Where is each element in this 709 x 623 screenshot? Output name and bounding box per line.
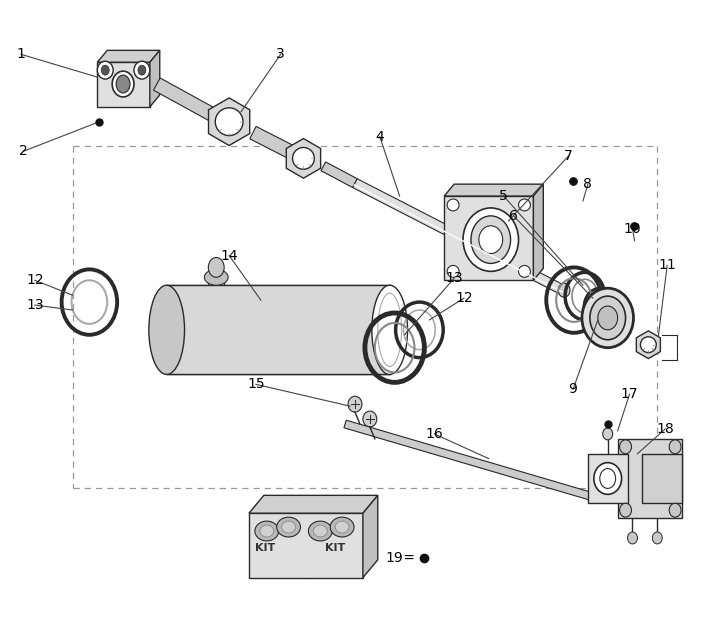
- Text: 10: 10: [624, 222, 642, 235]
- Polygon shape: [344, 420, 599, 502]
- Ellipse shape: [603, 428, 613, 440]
- Text: =: =: [399, 551, 420, 565]
- Ellipse shape: [149, 285, 184, 374]
- Ellipse shape: [216, 108, 243, 136]
- Ellipse shape: [669, 503, 681, 517]
- Ellipse shape: [204, 269, 228, 285]
- Ellipse shape: [518, 265, 530, 277]
- Ellipse shape: [598, 306, 618, 330]
- Text: 9: 9: [569, 383, 577, 396]
- Ellipse shape: [308, 521, 333, 541]
- Ellipse shape: [594, 463, 622, 495]
- Polygon shape: [321, 162, 357, 188]
- Text: 5: 5: [499, 189, 508, 203]
- Polygon shape: [97, 50, 160, 62]
- Ellipse shape: [335, 521, 349, 533]
- Text: 7: 7: [564, 150, 572, 163]
- Ellipse shape: [479, 226, 503, 254]
- Text: 4: 4: [375, 130, 384, 143]
- Ellipse shape: [134, 61, 150, 79]
- Polygon shape: [97, 62, 150, 107]
- Polygon shape: [150, 50, 160, 107]
- Polygon shape: [208, 98, 250, 146]
- Text: 13: 13: [26, 298, 44, 312]
- Ellipse shape: [463, 208, 518, 272]
- Text: 15: 15: [247, 378, 264, 391]
- Text: 3: 3: [277, 47, 285, 61]
- Ellipse shape: [112, 71, 134, 97]
- Polygon shape: [286, 138, 320, 178]
- Ellipse shape: [620, 503, 632, 517]
- Text: 6: 6: [509, 209, 518, 223]
- Text: 14: 14: [220, 249, 238, 262]
- Polygon shape: [642, 454, 682, 503]
- Ellipse shape: [558, 283, 570, 297]
- Text: 18: 18: [657, 422, 674, 436]
- Ellipse shape: [293, 148, 314, 169]
- Ellipse shape: [447, 199, 459, 211]
- Ellipse shape: [372, 285, 408, 374]
- Ellipse shape: [582, 288, 633, 348]
- Ellipse shape: [600, 468, 615, 488]
- Ellipse shape: [277, 517, 301, 537]
- Text: KIT: KIT: [255, 543, 275, 553]
- Ellipse shape: [260, 525, 274, 537]
- Polygon shape: [153, 78, 220, 123]
- Text: 2: 2: [18, 145, 28, 158]
- Ellipse shape: [627, 532, 637, 544]
- Polygon shape: [250, 126, 298, 161]
- Ellipse shape: [348, 396, 362, 412]
- Ellipse shape: [97, 61, 113, 79]
- Polygon shape: [249, 495, 378, 513]
- Ellipse shape: [255, 521, 279, 541]
- Text: 12: 12: [26, 273, 44, 287]
- Ellipse shape: [208, 257, 224, 277]
- Text: 1: 1: [16, 47, 26, 61]
- Ellipse shape: [669, 440, 681, 454]
- Text: 17: 17: [620, 388, 638, 401]
- Ellipse shape: [313, 525, 328, 537]
- Ellipse shape: [101, 65, 109, 75]
- Polygon shape: [588, 454, 627, 503]
- Polygon shape: [353, 179, 565, 295]
- Polygon shape: [533, 184, 543, 280]
- Ellipse shape: [330, 517, 354, 537]
- Text: 16: 16: [425, 427, 443, 441]
- Polygon shape: [167, 285, 390, 374]
- Polygon shape: [445, 184, 543, 196]
- Ellipse shape: [518, 199, 530, 211]
- Ellipse shape: [590, 296, 625, 340]
- Text: 12: 12: [455, 291, 473, 305]
- Text: 11: 11: [659, 259, 676, 272]
- Polygon shape: [637, 331, 660, 359]
- Text: 13: 13: [445, 271, 463, 285]
- Ellipse shape: [138, 65, 146, 75]
- Ellipse shape: [281, 521, 296, 533]
- Ellipse shape: [640, 337, 657, 353]
- Ellipse shape: [652, 532, 662, 544]
- Polygon shape: [618, 439, 682, 518]
- Ellipse shape: [363, 411, 376, 427]
- Ellipse shape: [378, 293, 401, 366]
- Text: 19: 19: [386, 551, 403, 565]
- Polygon shape: [445, 196, 533, 280]
- Text: 8: 8: [584, 177, 592, 191]
- Polygon shape: [363, 495, 378, 578]
- Text: KIT: KIT: [325, 543, 345, 553]
- Polygon shape: [249, 513, 363, 578]
- Ellipse shape: [447, 265, 459, 277]
- Ellipse shape: [471, 216, 510, 264]
- Ellipse shape: [116, 75, 130, 93]
- Ellipse shape: [620, 440, 632, 454]
